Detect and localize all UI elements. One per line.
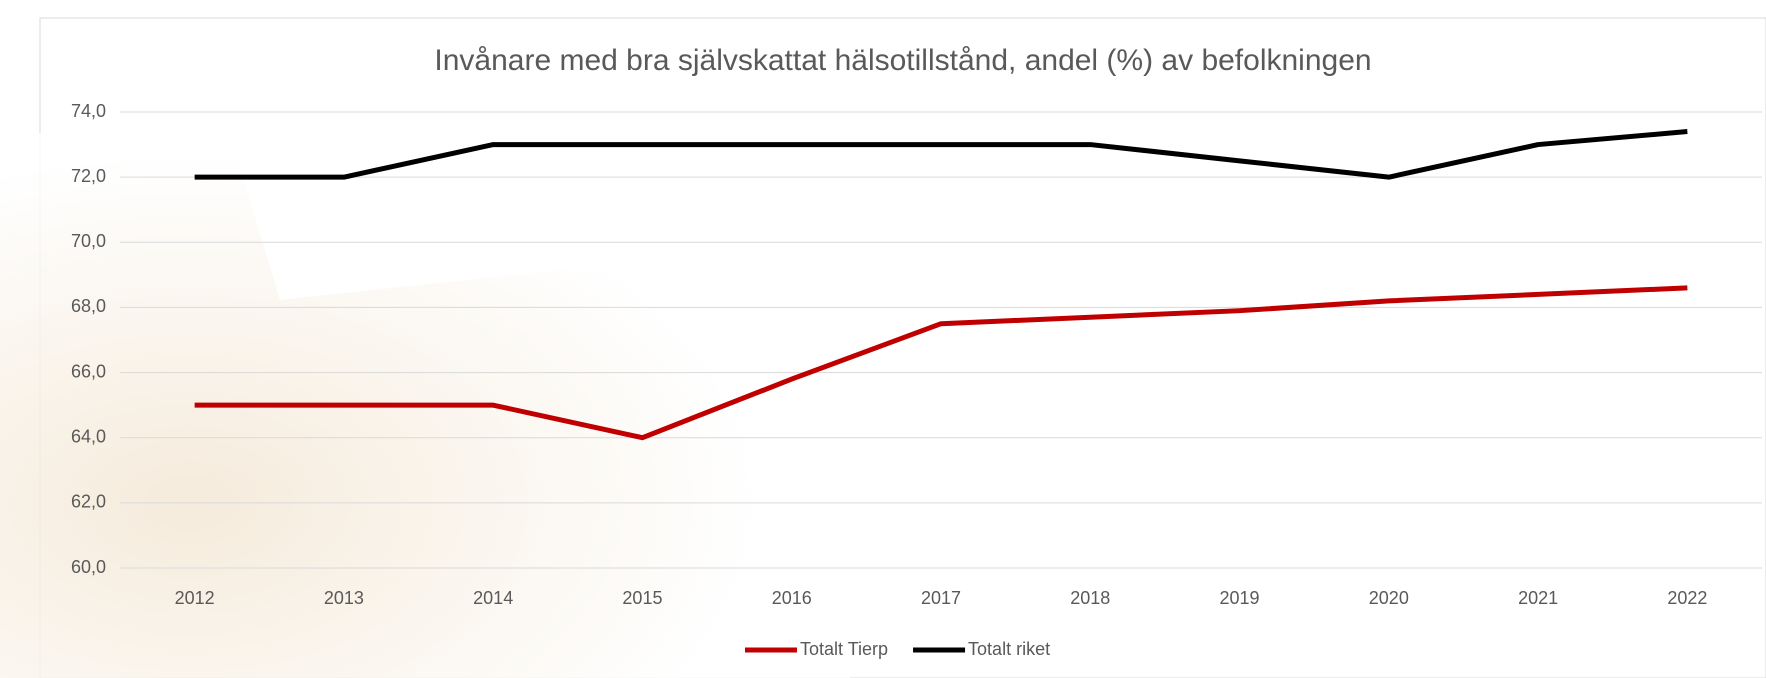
y-tick-label: 66,0 <box>71 361 106 381</box>
x-tick-label: 2018 <box>1070 588 1110 608</box>
x-tick-label: 2017 <box>921 588 961 608</box>
y-tick-label: 64,0 <box>71 426 106 446</box>
legend-label: Totalt riket <box>968 639 1050 659</box>
y-tick-label: 72,0 <box>71 166 106 186</box>
x-tick-label: 2016 <box>772 588 812 608</box>
background-decoration <box>0 95 950 678</box>
y-tick-label: 70,0 <box>71 231 106 251</box>
x-tick-label: 2019 <box>1220 588 1260 608</box>
x-tick-label: 2022 <box>1667 588 1707 608</box>
line-series <box>194 129 1688 180</box>
y-tick-label: 60,0 <box>71 557 106 577</box>
x-tick-label: 2014 <box>473 588 513 608</box>
x-tick-label: 2015 <box>622 588 662 608</box>
y-tick-label: 68,0 <box>71 296 106 316</box>
chart-title: Invånare med bra självskattat hälsotills… <box>434 44 1371 77</box>
line-series <box>194 285 1688 441</box>
x-tick-label: 2013 <box>324 588 364 608</box>
x-tick-label: 2021 <box>1518 588 1558 608</box>
y-tick-label: 62,0 <box>71 492 106 512</box>
legend-label: Totalt Tierp <box>800 639 888 659</box>
x-tick-label: 2012 <box>175 588 215 608</box>
y-tick-label: 74,0 <box>71 101 106 121</box>
x-tick-label: 2020 <box>1369 588 1409 608</box>
